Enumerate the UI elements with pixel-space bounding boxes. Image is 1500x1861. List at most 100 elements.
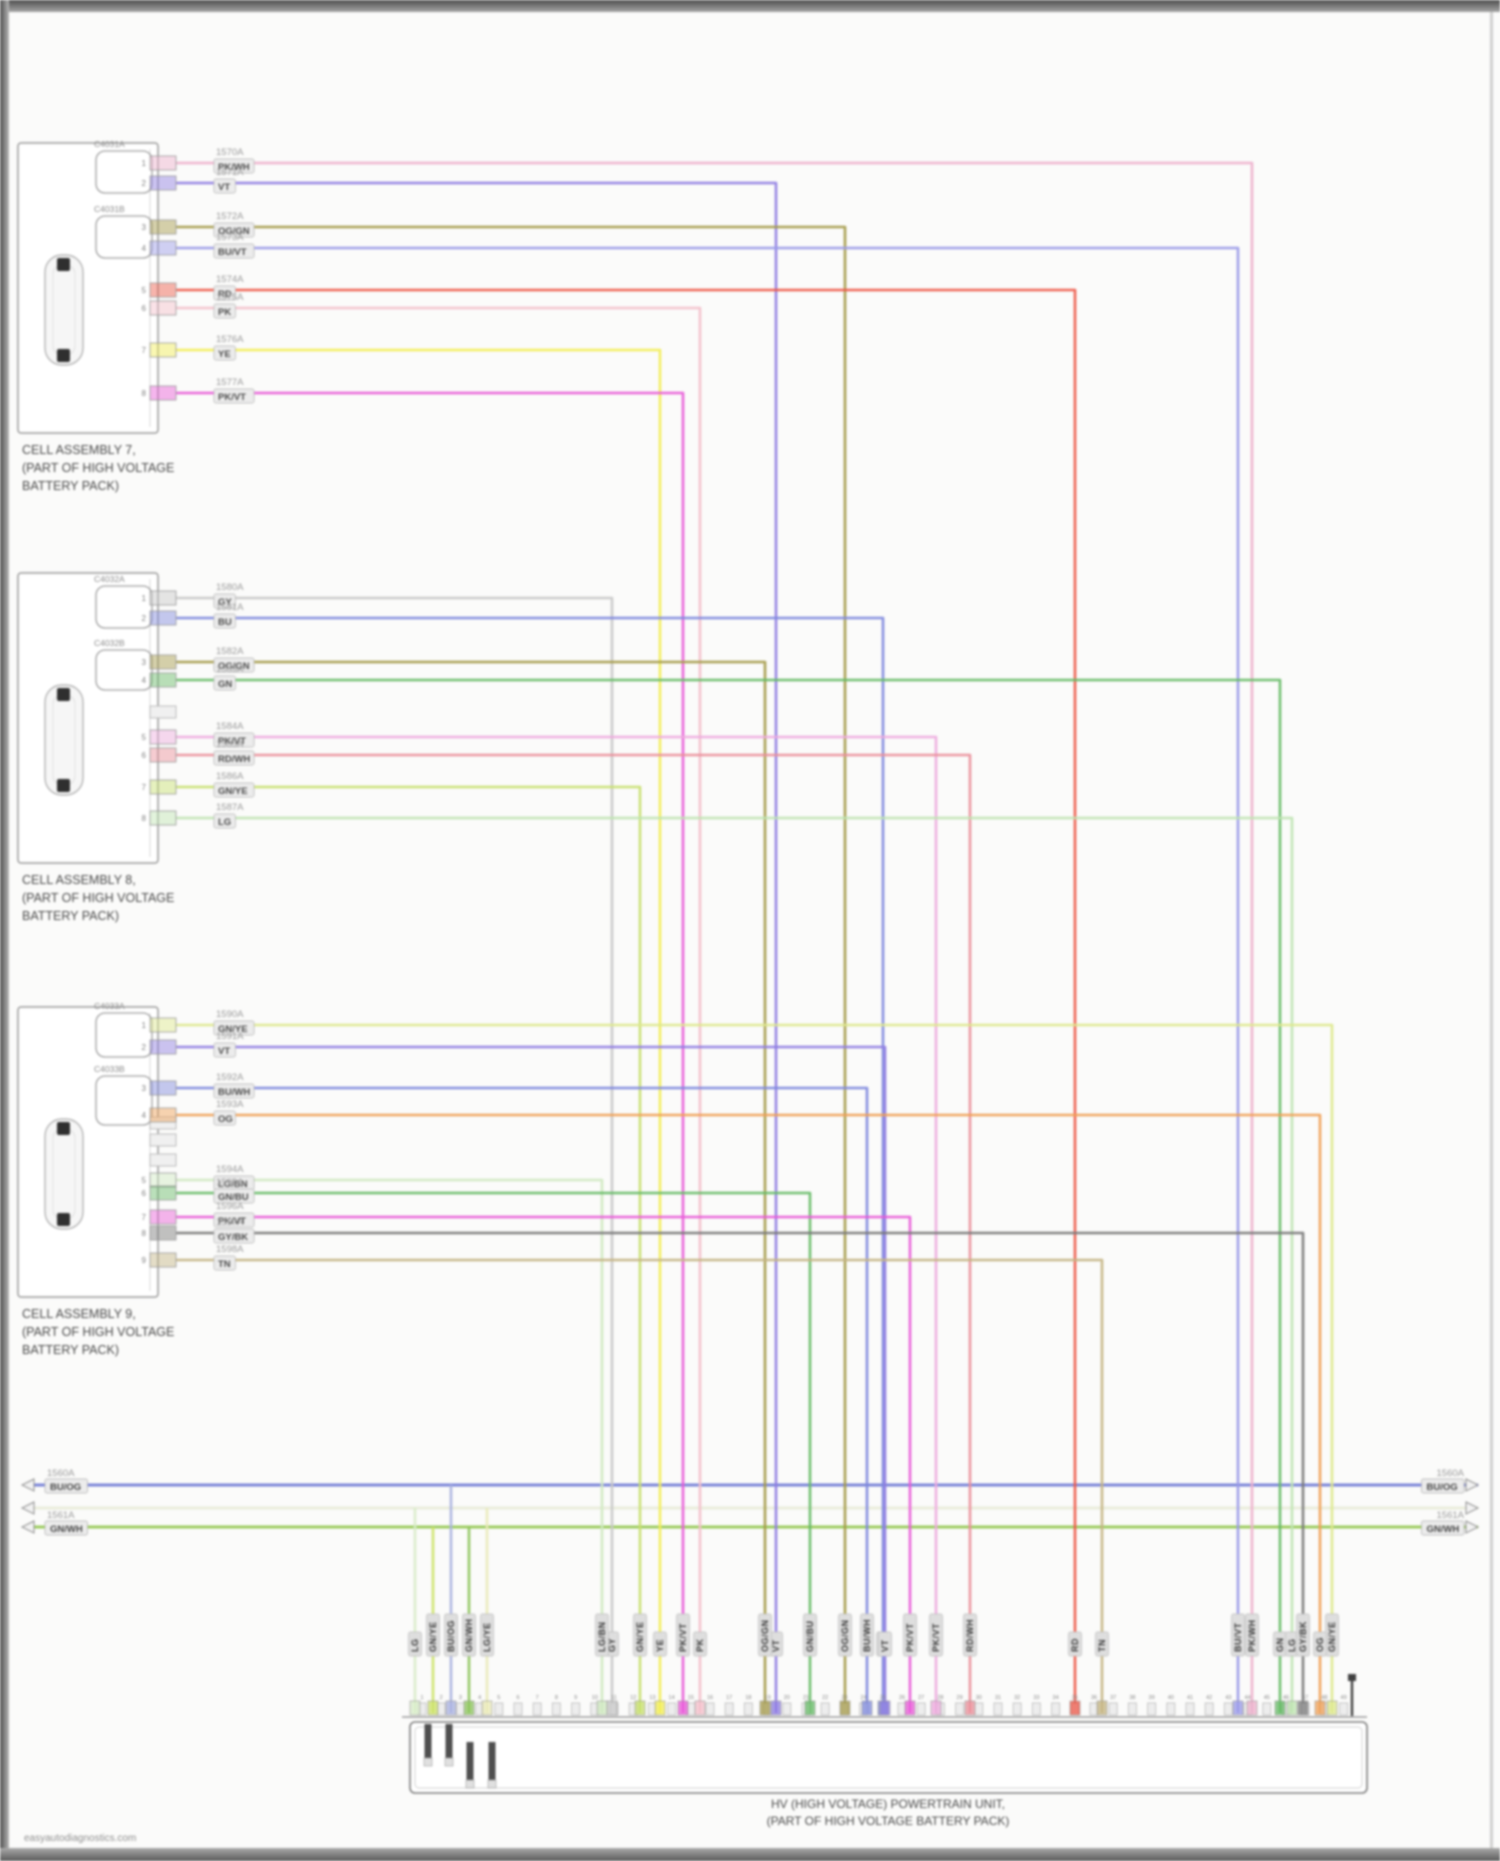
internal-pin-stub-label: [423, 1757, 433, 1767]
vertical-wire-label-box: [1095, 1631, 1109, 1657]
vertical-wire-label: PK/VT: [905, 1623, 915, 1652]
strip-pin: [667, 1702, 676, 1716]
spare-pin: [149, 1116, 177, 1130]
connector-tab: [95, 1075, 153, 1126]
pin-number: 7: [142, 1213, 147, 1222]
bottom-unit-box-inner: [414, 1726, 1363, 1789]
wire-code-box: [213, 1020, 255, 1036]
offpage-arrow-icon: [1465, 1520, 1480, 1534]
vertical-wire-label-box: [462, 1613, 476, 1657]
vertical-wire-label-box: [758, 1613, 772, 1657]
connector-tab-label: C4031A: [94, 139, 125, 149]
connector-tab-label: C4032A: [94, 574, 125, 584]
wire-circuit-id: 1592A: [216, 1072, 244, 1083]
strip-pin: [993, 1702, 1003, 1716]
circuit-wire: [176, 391, 685, 1713]
vertical-wire-label-box: [444, 1613, 458, 1657]
wire-landing-pin: [1314, 1700, 1326, 1716]
wire-circuit-id: 1575A: [216, 292, 244, 303]
strip-pin: [513, 1702, 523, 1716]
bottom-unit-box: [409, 1721, 1368, 1794]
strip-pin: [744, 1702, 753, 1716]
wire-landing-pin: [879, 1700, 891, 1716]
connector-tab: [95, 150, 153, 194]
strip-pin-number: 39: [1149, 1695, 1155, 1701]
circuit-wire: [176, 1191, 812, 1713]
pin-number: 5: [142, 1176, 147, 1185]
strip-pin-number: 26: [899, 1695, 905, 1701]
circuit-wire: [176, 1023, 1334, 1713]
vertical-wire-label-box: [408, 1631, 422, 1657]
vertical-wire-label-box: [1296, 1613, 1310, 1657]
wire-code-label: GN: [218, 679, 232, 690]
circuit-wire: [176, 816, 1294, 1713]
wire-circuit-id: 1585A: [216, 739, 244, 750]
strip-pin-number: 46: [1283, 1695, 1289, 1701]
wire-landing-pin: [1297, 1700, 1309, 1716]
strip-pin: [1051, 1702, 1060, 1716]
wire-code-label: OG/GN: [218, 661, 250, 672]
wire-landing-pin: [606, 1700, 618, 1716]
strip-pin-number: 48: [1321, 1695, 1327, 1701]
wire-code-label: PK: [218, 307, 231, 318]
strip-pin-number: 20: [784, 1695, 790, 1701]
bus-code-box: [44, 1478, 88, 1494]
block-pin: [149, 729, 177, 745]
wire-code-label: PK/VT: [218, 1216, 246, 1227]
strip-pin-number: 5: [497, 1695, 500, 1701]
wire-landing-pin: [1096, 1700, 1108, 1716]
strip-pin-number: 38: [1129, 1695, 1135, 1701]
pin-number: 7: [142, 783, 147, 792]
block-pin: [149, 342, 177, 358]
capsule-bottom-dot: [57, 779, 70, 792]
wire-circuit-id: 1595A: [216, 1177, 244, 1188]
wire-code-label: PK/VT: [218, 392, 246, 403]
vertical-wire-label: PK/VT: [678, 1623, 688, 1652]
wire-landing-pin: [654, 1700, 666, 1716]
pin-number: 4: [142, 1111, 147, 1120]
pin-number: 1: [142, 594, 147, 603]
block-pin: [149, 654, 177, 670]
circuit-wire: [176, 161, 1254, 1713]
vertical-wire-label-box: [1068, 1631, 1082, 1657]
capsule-bottom-dot: [57, 349, 70, 362]
wire-code-box: [213, 158, 255, 174]
connector-capsule-icon: [44, 254, 84, 366]
wire-code-box: [213, 388, 255, 404]
wire-code-box: [213, 1188, 255, 1204]
watermark-text: easyautodiagnostics.com: [24, 1833, 137, 1844]
block-pin: [149, 747, 177, 763]
vertical-wire-label-box: [426, 1613, 440, 1657]
bus-circuit-id: 1560A: [1437, 1468, 1465, 1479]
vertical-wire-label: GN/WH: [464, 1619, 474, 1653]
offpage-arrow-icon: [1465, 1501, 1480, 1515]
wire-circuit-id: 1583A: [216, 664, 244, 675]
circuit-wire: [176, 660, 767, 1713]
wire-code-label: VT: [218, 182, 230, 193]
wire-circuit-id: 1584A: [216, 721, 244, 732]
spare-pin: [149, 1133, 177, 1147]
internal-pin-stub-label: [465, 1779, 475, 1789]
circuit-wire: [176, 616, 885, 1713]
pin-number: 2: [142, 1043, 147, 1052]
connector-capsule-icon: [44, 684, 84, 796]
wire-code-box: [213, 1255, 236, 1271]
vertical-wire-label: GN/BU: [805, 1621, 815, 1653]
wire-landing-pin: [839, 1700, 851, 1716]
strip-pin-number: 12: [630, 1695, 636, 1701]
vertical-wire-label-box: [1313, 1631, 1327, 1657]
circuit-wire: [176, 1086, 869, 1713]
vertical-wire-label: PK/WH: [1247, 1620, 1257, 1653]
vertical-wire-label: RD/WH: [965, 1619, 975, 1652]
pin-number: 2: [142, 179, 147, 188]
connector-tab-label: C4031B: [94, 204, 125, 214]
block-pin: [149, 810, 177, 826]
page-frame-right: [1490, 12, 1493, 1848]
circuit-wire: [176, 1215, 912, 1713]
connector-tab: [95, 649, 153, 691]
wire-landing-pin: [1286, 1700, 1298, 1716]
circuit-wire: [176, 1045, 887, 1713]
wire-landing-pin: [1069, 1700, 1081, 1716]
end-ground-stub-cap: [1348, 1674, 1356, 1681]
